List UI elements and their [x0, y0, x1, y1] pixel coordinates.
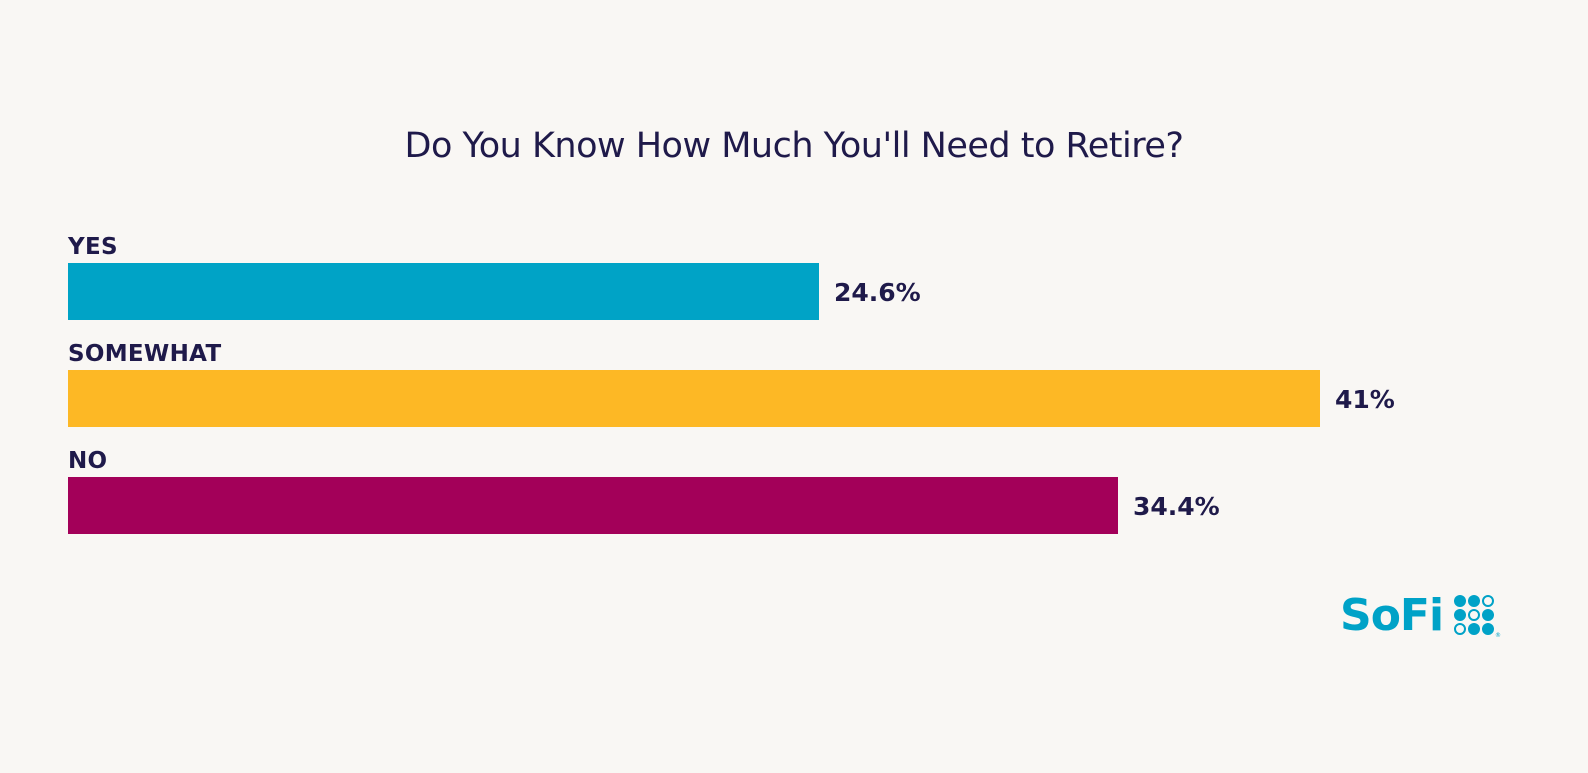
svg-text:®: ®	[1495, 632, 1501, 638]
bar	[68, 263, 819, 320]
bar	[68, 370, 1320, 427]
sofi-dots-icon: ®	[1454, 595, 1501, 638]
category-label: YES	[68, 234, 118, 260]
bar	[68, 477, 1118, 534]
category-label: NO	[68, 448, 108, 474]
category-label: SOMEWHAT	[68, 341, 222, 367]
value-label: 24.6%	[834, 278, 921, 307]
logo-text: SoFi	[1340, 590, 1444, 641]
chart-title: Do You Know How Much You'll Need to Reti…	[404, 126, 1185, 166]
value-label: 41%	[1335, 385, 1395, 414]
sofi-logo: SoFi ®	[1340, 590, 1501, 641]
value-label: 34.4%	[1133, 492, 1220, 521]
